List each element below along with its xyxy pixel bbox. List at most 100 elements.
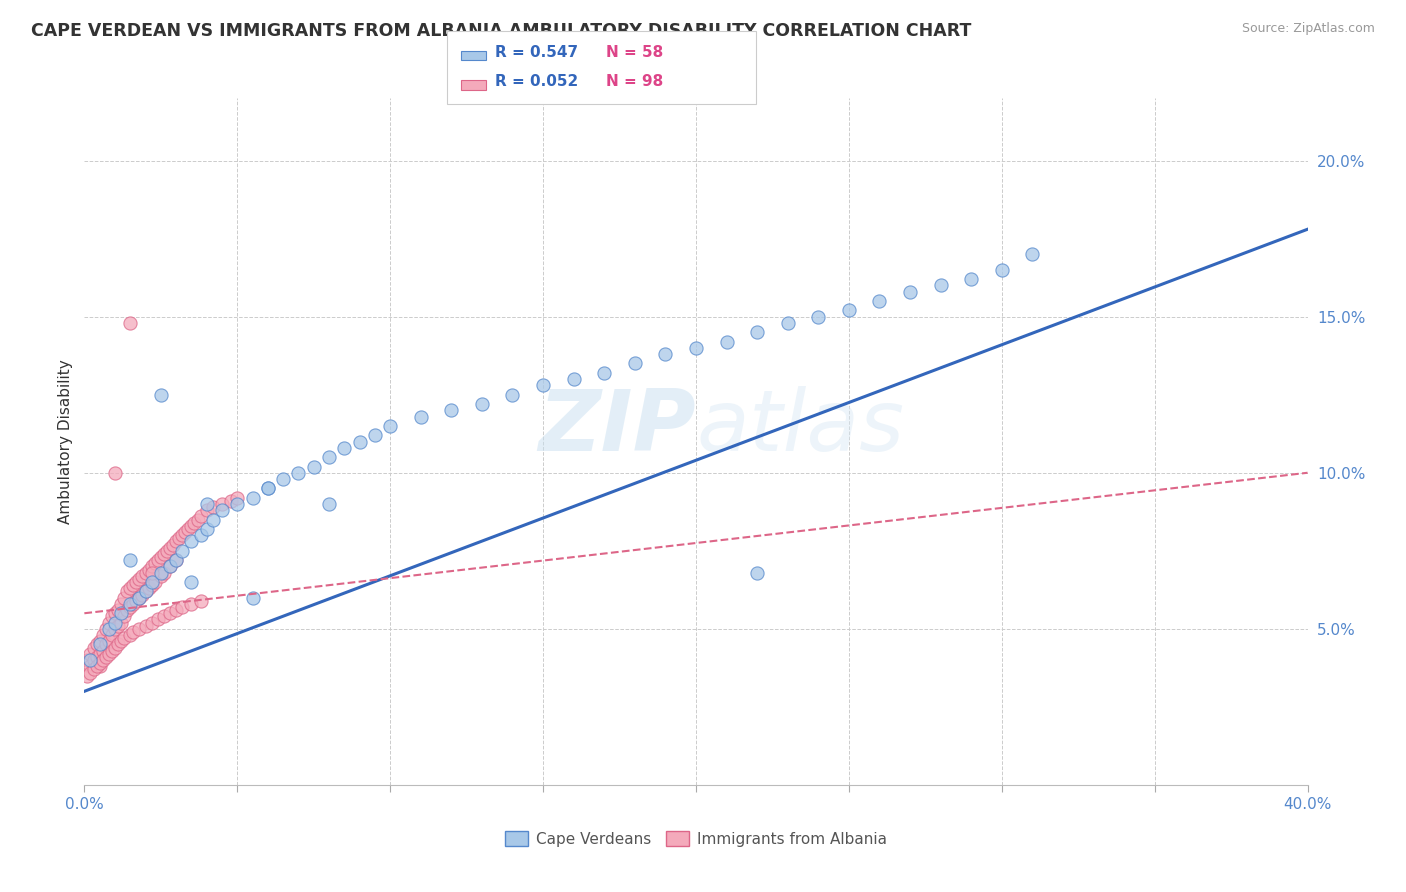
Point [654, 347, 676, 361]
Point [128, 591, 150, 605]
Point [593, 366, 616, 380]
Point [110, 597, 132, 611]
Point [333, 441, 356, 455]
Point [201, 512, 224, 526]
Point [869, 293, 891, 308]
Point [131, 587, 153, 601]
Point [120, 597, 142, 611]
Point [122, 578, 145, 592]
Point [112, 609, 135, 624]
Point [929, 278, 952, 293]
Point [991, 262, 1014, 277]
Point [153, 609, 176, 624]
Point [440, 403, 463, 417]
Point [165, 603, 187, 617]
Text: Source: ZipAtlas.com: Source: ZipAtlas.com [1241, 22, 1375, 36]
Point [165, 553, 187, 567]
Point [97, 634, 120, 648]
Point [141, 615, 163, 630]
Point [195, 522, 218, 536]
Point [79, 665, 101, 680]
Point [141, 566, 163, 580]
Point [172, 528, 194, 542]
Point [287, 466, 309, 480]
Point [776, 316, 799, 330]
Point [122, 597, 145, 611]
Point [91, 653, 114, 667]
Point [115, 584, 138, 599]
Point [141, 559, 163, 574]
Point [141, 574, 163, 589]
Point [83, 653, 105, 667]
Point [122, 624, 145, 639]
Point [149, 566, 172, 580]
Point [138, 562, 160, 576]
Point [201, 500, 224, 514]
Text: R = 0.052: R = 0.052 [495, 74, 578, 89]
Point [104, 615, 127, 630]
Point [115, 603, 138, 617]
Point [190, 528, 212, 542]
Point [174, 524, 197, 539]
Point [302, 459, 325, 474]
Point [167, 532, 190, 546]
Point [125, 594, 148, 608]
Point [165, 534, 187, 549]
Point [135, 566, 157, 580]
Point [143, 557, 166, 571]
Point [97, 622, 120, 636]
Point [97, 647, 120, 661]
Point [89, 657, 111, 671]
Point [141, 578, 163, 592]
Point [83, 640, 105, 655]
Point [219, 493, 242, 508]
Point [76, 669, 98, 683]
Point [76, 653, 98, 667]
Point [156, 543, 179, 558]
Point [807, 310, 830, 324]
Point [128, 572, 150, 586]
Text: N = 58: N = 58 [606, 45, 664, 60]
Point [195, 497, 218, 511]
Point [91, 628, 114, 642]
Point [180, 597, 202, 611]
Point [89, 647, 111, 661]
Point [112, 632, 135, 646]
Point [172, 543, 194, 558]
Point [149, 549, 172, 565]
Point [107, 619, 129, 633]
Point [242, 491, 264, 505]
Point [120, 582, 142, 596]
Point [101, 628, 124, 642]
Point [186, 512, 208, 526]
Point [146, 613, 169, 627]
Point [128, 591, 150, 605]
Point [226, 491, 249, 505]
Point [120, 599, 142, 614]
Point [138, 582, 160, 596]
Point [89, 659, 111, 673]
Point [128, 622, 150, 636]
Point [104, 466, 127, 480]
Point [211, 497, 233, 511]
Point [120, 628, 142, 642]
Text: CAPE VERDEAN VS IMMIGRANTS FROM ALBANIA AMBULATORY DISABILITY CORRELATION CHART: CAPE VERDEAN VS IMMIGRANTS FROM ALBANIA … [31, 22, 972, 40]
Point [120, 316, 142, 330]
Point [135, 584, 157, 599]
Point [143, 574, 166, 589]
Point [112, 591, 135, 605]
Point [153, 547, 176, 561]
Point [960, 272, 983, 286]
Point [162, 537, 184, 551]
Point [104, 607, 127, 621]
Point [135, 619, 157, 633]
Point [183, 516, 205, 530]
Point [159, 607, 181, 621]
Point [86, 637, 108, 651]
Point [409, 409, 432, 424]
Point [104, 622, 127, 636]
Point [318, 497, 340, 511]
Point [89, 637, 111, 651]
Point [125, 574, 148, 589]
Point [91, 644, 114, 658]
